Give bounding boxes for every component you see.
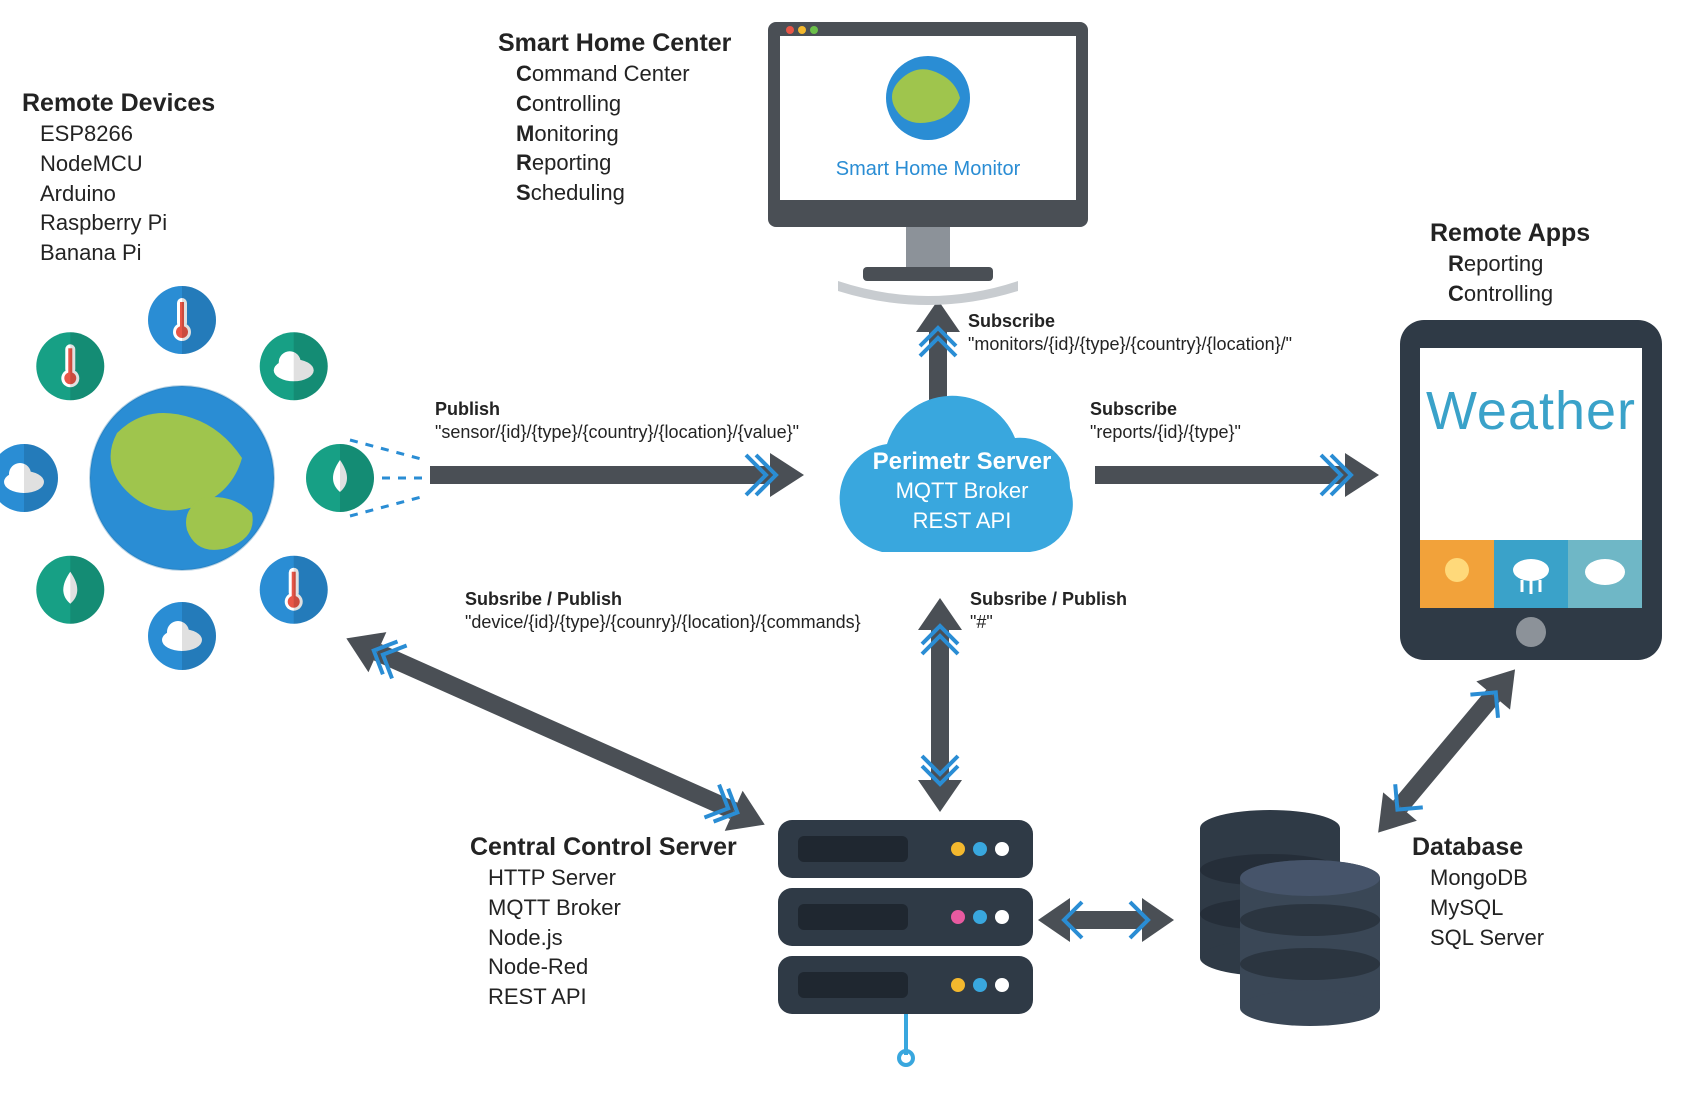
list-item: ESP8266	[40, 119, 215, 149]
dashed-lead	[350, 440, 425, 516]
edge-label-subscribe-reports: Subscribe "reports/{id}/{type}"	[1090, 398, 1241, 445]
central-control-server-title: Central Control Server	[470, 832, 737, 863]
arrow-cloud-to-server	[918, 598, 962, 812]
sensor-ring	[0, 286, 374, 670]
list-item: MySQL	[1430, 893, 1544, 923]
edge-label-subpub-hash: Subsribe / Publish "#"	[970, 588, 1127, 635]
globe-icon	[90, 386, 274, 570]
list-item: Node-Red	[488, 952, 737, 982]
database-title: Database	[1412, 832, 1544, 863]
list-item: Monitoring	[516, 119, 731, 149]
edge-label-subpub-device: Subsribe / Publish "device/{id}/{type}/{…	[465, 588, 861, 635]
list-item: REST API	[488, 982, 737, 1012]
list-item: SQL Server	[1430, 923, 1544, 953]
smart-home-center-title: Smart Home Center	[498, 28, 731, 59]
cloud-text: Perimetr Server MQTT Broker REST API	[832, 448, 1092, 535]
central-control-server-items: HTTP Server MQTT Broker Node.js Node-Red…	[470, 863, 737, 1011]
list-item: Raspberry Pi	[40, 208, 215, 238]
edge-title: Subsribe / Publish	[970, 588, 1127, 611]
list-item: Banana Pi	[40, 238, 215, 268]
sensor-icon	[260, 332, 328, 400]
cloud-line: REST API	[832, 506, 1092, 536]
remote-apps-items: Reporting Controlling	[1430, 249, 1590, 308]
sensor-icon	[36, 332, 104, 400]
remote-apps-label: Remote Apps Reporting Controlling	[1430, 218, 1590, 309]
edge-topic: "#"	[970, 611, 1127, 634]
list-item: Reporting	[1448, 249, 1590, 279]
database-icon	[1200, 810, 1380, 1026]
list-item: HTTP Server	[488, 863, 737, 893]
remote-devices-items: ESP8266 NodeMCU Arduino Raspberry Pi Ban…	[22, 119, 215, 267]
sensor-icon	[148, 602, 216, 670]
sensor-icon	[260, 556, 328, 624]
arrow-db-to-apps	[1361, 655, 1532, 846]
remote-apps-title: Remote Apps	[1430, 218, 1590, 249]
database-items: MongoDB MySQL SQL Server	[1412, 863, 1544, 952]
monitor-screen-label: Smart Home Monitor	[780, 158, 1076, 181]
arrow-devices-to-cloud	[430, 453, 804, 497]
arrow-cloud-to-monitor	[916, 300, 960, 420]
sensor-icon	[306, 444, 374, 512]
arrow-devices-to-server	[337, 618, 773, 844]
edge-label-subscribe-monitors: Subscribe "monitors/{id}/{type}/{country…	[968, 310, 1292, 357]
edge-topic: "sensor/{id}/{type}/{country}/{location}…	[435, 421, 799, 444]
edge-title: Subscribe	[968, 310, 1292, 333]
server-icon	[778, 820, 1033, 1065]
arrow-cloud-to-apps	[1095, 453, 1379, 497]
smart-home-center-label: Smart Home Center Command Center Control…	[498, 28, 731, 208]
arrow-server-to-db	[1038, 898, 1174, 942]
list-item: Command Center	[516, 59, 731, 89]
sensor-icon	[36, 556, 104, 624]
sensor-icon	[148, 286, 216, 354]
database-label: Database MongoDB MySQL SQL Server	[1412, 832, 1544, 952]
sensor-icon	[0, 444, 58, 512]
list-item: Controlling	[516, 89, 731, 119]
edge-topic: "device/{id}/{type}/{counry}/{location}/…	[465, 611, 861, 634]
edge-title: Subscribe	[1090, 398, 1241, 421]
edge-topic: "reports/{id}/{type}"	[1090, 421, 1241, 444]
cloud-line: MQTT Broker	[832, 476, 1092, 506]
list-item: Controlling	[1448, 279, 1590, 309]
list-item: MQTT Broker	[488, 893, 737, 923]
edge-title: Publish	[435, 398, 799, 421]
central-control-server-label: Central Control Server HTTP Server MQTT …	[470, 832, 737, 1012]
edge-label-publish-sensor: Publish "sensor/{id}/{type}/{country}/{l…	[435, 398, 799, 445]
tablet-icon	[1400, 320, 1662, 660]
edge-topic: "monitors/{id}/{type}/{country}/{locatio…	[968, 333, 1292, 356]
remote-devices-label: Remote Devices ESP8266 NodeMCU Arduino R…	[22, 88, 215, 268]
list-item: Reporting	[516, 148, 731, 178]
smart-home-center-items: Command Center Controlling Monitoring Re…	[498, 59, 731, 207]
remote-devices-title: Remote Devices	[22, 88, 215, 119]
list-item: MongoDB	[1430, 863, 1544, 893]
list-item: Arduino	[40, 179, 215, 209]
cloud-title: Perimetr Server	[832, 448, 1092, 476]
list-item: NodeMCU	[40, 149, 215, 179]
edge-title: Subsribe / Publish	[465, 588, 861, 611]
tablet-weather-label: Weather	[1420, 380, 1642, 442]
list-item: Node.js	[488, 923, 737, 953]
list-item: Scheduling	[516, 178, 731, 208]
